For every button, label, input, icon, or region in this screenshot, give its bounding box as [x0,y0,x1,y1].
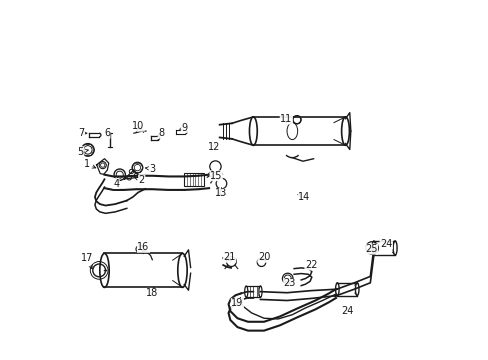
Text: 18: 18 [146,287,158,298]
Text: 23: 23 [283,279,295,288]
Text: 11: 11 [280,114,292,124]
Text: 6: 6 [104,128,110,138]
Text: 2: 2 [134,175,144,185]
Text: 5: 5 [78,147,88,157]
Text: 24: 24 [341,306,353,316]
Text: 17: 17 [81,253,93,269]
Text: 8: 8 [158,128,164,138]
Text: 3: 3 [145,164,155,174]
Text: 14: 14 [297,192,309,202]
Text: 1: 1 [83,159,96,169]
Text: 9: 9 [180,122,187,132]
Text: 19: 19 [231,298,243,309]
Text: 4: 4 [113,178,120,189]
Bar [184,173,203,186]
Text: 20: 20 [257,252,270,262]
Text: 12: 12 [208,143,220,152]
Text: 25: 25 [365,244,377,254]
Text: 13: 13 [215,188,227,198]
Text: 21: 21 [223,252,235,262]
Text: 24: 24 [379,239,392,249]
Text: 7: 7 [78,128,87,138]
Text: 22: 22 [304,260,317,270]
Text: 16: 16 [137,242,149,253]
Text: 10: 10 [132,121,144,131]
Text: 15: 15 [209,171,222,181]
